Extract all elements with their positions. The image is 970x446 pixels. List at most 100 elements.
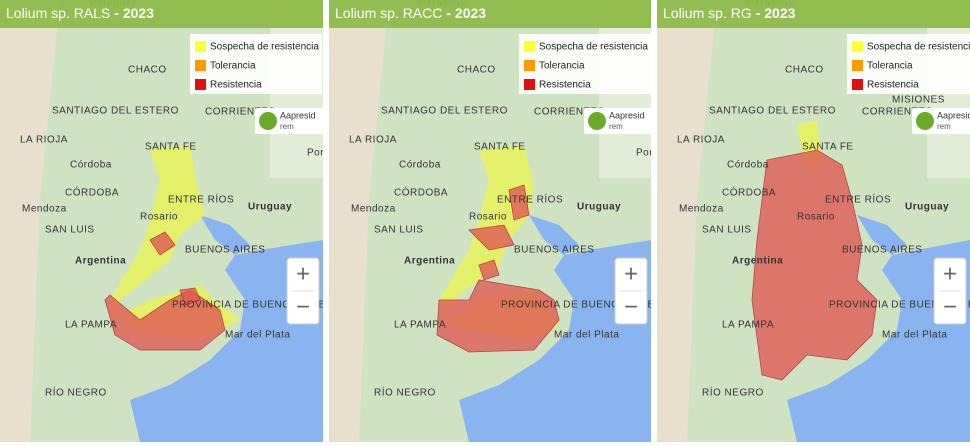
map-label: LA PAMPA [722,320,774,331]
map-label: ENTRE RÍOS [168,193,234,206]
logo-sub: rem [609,122,623,131]
header-bar [657,0,970,28]
legend-label: Tolerancia [539,61,585,72]
map-label: Argentina [732,256,783,267]
logo-icon [588,112,606,130]
map-label: Porto [636,148,662,159]
map-label: CÓRDOBA [722,186,776,199]
map-label: PROVINCIA DE BUENOS AIRES [501,300,662,311]
legend-box [190,34,322,94]
resistance-area [179,287,201,306]
panel-title: Lolium sp. RACC - 2023 [335,5,486,21]
map-label: BUENOS AIRES [514,245,594,256]
logo-name: Aapresid [609,110,645,120]
map-label: Rosario [140,212,178,223]
legend-swatch [524,60,535,71]
map-label: LA RIOJA [20,135,68,146]
map-label: Argentina [75,256,126,267]
zoom-button[interactable]: + [296,260,310,287]
legend-label: Tolerancia [210,61,256,72]
resistance-area [104,289,226,351]
legend-swatch [195,60,206,71]
title-name: Lolium sp. RG [663,5,752,21]
logo-icon [259,112,277,130]
legend-swatch [852,60,863,71]
map-label: Córdoba [727,160,769,171]
header-bar [0,0,323,28]
map-label: LA RIOJA [349,135,397,146]
map-label: Porto [307,148,333,159]
map-label: Uruguay [248,202,292,213]
legend-swatch [195,41,206,52]
panel-title: Lolium sp. RG - 2023 [663,5,796,21]
header-bar [329,0,651,28]
map-label: BUENOS AIRES [185,245,265,256]
resistance-area [478,259,500,281]
map-label: PROVINCIA DE BUENOS AIRES [172,300,333,311]
map-label: LA PAMPA [394,320,446,331]
legend-label: Sospecha de resistencia [867,42,970,53]
map-label: SAN LUIS [702,225,752,236]
ocean [787,240,970,442]
logo-icon [916,112,934,130]
logo-sub: rem [280,122,294,131]
legend-swatch [852,79,863,90]
legend-swatch [524,79,535,90]
map-label: PROVINCIA DE BUENOS AIRES [829,300,970,311]
legend-label: Sospecha de resistencia [210,42,319,53]
resistance-area [751,149,878,381]
legend-label: Resistencia [539,80,591,91]
map-label: Rosario [797,212,835,223]
map-label: Mar del Plata [882,330,947,341]
map-label: SANTIAGO DEL ESTERO [52,106,179,117]
resistance-area [149,231,176,256]
zoom-button[interactable]: − [296,293,310,320]
title-name: Lolium sp. RACC [335,5,442,21]
map-label: CHACO [457,65,496,76]
map-label: LA PAMPA [65,320,117,331]
map-label: RÍO NEGRO [45,386,107,399]
map-label: Mendoza [351,204,396,215]
map-label: SANTA FE [145,142,197,153]
zoom-button[interactable]: − [624,293,638,320]
legend-swatch [524,41,535,52]
zoom-button[interactable]: − [943,293,957,320]
legend-label: Resistencia [867,80,919,91]
map-label: RÍO NEGRO [702,386,764,399]
andes [0,0,60,442]
map-label: SAN LUIS [45,225,95,236]
map-label: Mar del Plata [554,330,619,341]
legend-label: Resistencia [210,80,262,91]
rio-de-la-plata [857,215,907,255]
logo-sub: rem [937,122,951,131]
map-label: BUENOS AIRES [842,245,922,256]
title-year: - 2023 [756,5,796,21]
map-label: MISIONES [892,95,945,106]
legend-box [847,34,970,94]
zoom-button[interactable]: + [624,260,638,287]
zoom-button[interactable]: + [943,260,957,287]
resistance-area [436,279,560,353]
resistance-area [508,184,530,221]
map-label: CORRIENTES [205,107,276,118]
ocean [459,240,651,442]
map-label: CORRIENTES [862,107,933,118]
map-label: Córdoba [399,160,441,171]
map-label: CÓRDOBA [65,186,119,199]
legend-label: Sospecha de resistencia [539,42,648,53]
logo-name: Aapresid [280,110,316,120]
panel-title: Lolium sp. RALS - 2023 [6,5,154,21]
map-label: CORRIENTES [534,107,605,118]
legend-box [519,34,651,94]
map-label: CHACO [785,65,824,76]
title-name: Lolium sp. RALS [6,5,110,21]
map-label: RÍO NEGRO [374,386,436,399]
map-label: SANTA FE [474,142,526,153]
suspected-area [110,145,240,340]
andes [657,0,717,442]
map-label: Argentina [404,256,455,267]
map-label: Uruguay [905,202,949,213]
map-label: Mar del Plata [225,330,290,341]
